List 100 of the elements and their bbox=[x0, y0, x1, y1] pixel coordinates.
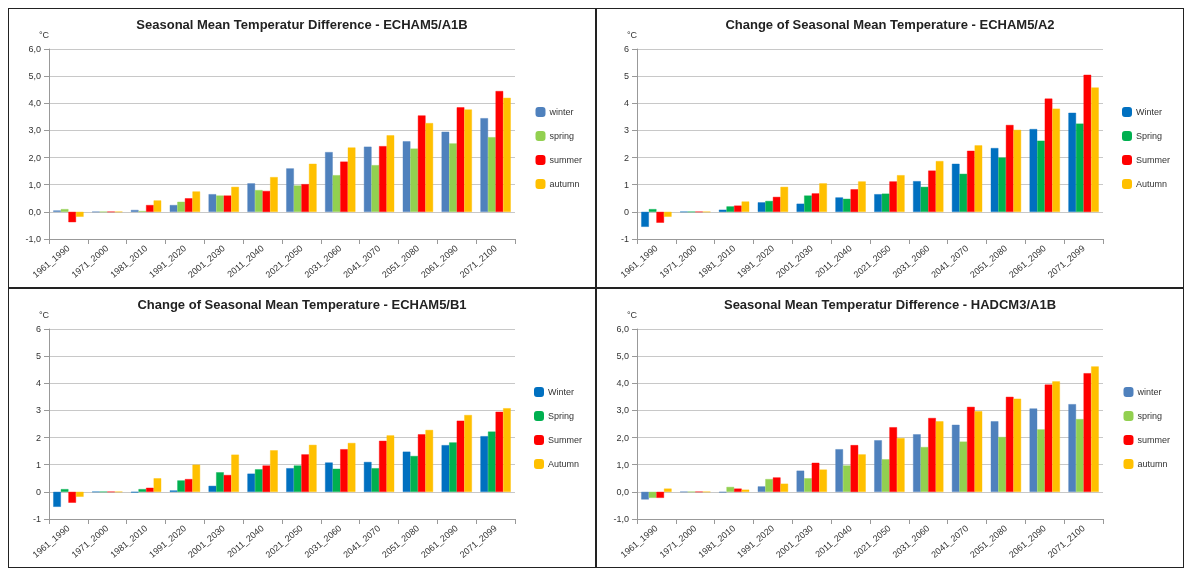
legend-label: summer bbox=[549, 155, 583, 165]
bar bbox=[60, 209, 69, 212]
bar bbox=[286, 468, 294, 492]
legend-label: Summer bbox=[1136, 155, 1171, 165]
bar bbox=[1029, 408, 1038, 492]
bar bbox=[804, 478, 812, 492]
bar bbox=[1052, 108, 1060, 212]
legend-label: Spring bbox=[548, 411, 575, 421]
bar bbox=[449, 442, 457, 492]
y-tick-label: 4,0 bbox=[28, 98, 41, 109]
y-tick-label: -1 bbox=[32, 514, 41, 524]
bar bbox=[308, 444, 317, 492]
bar bbox=[974, 145, 983, 212]
y-tick-label: 6,0 bbox=[28, 44, 41, 54]
bar bbox=[325, 152, 333, 212]
bar bbox=[1091, 87, 1099, 212]
bar bbox=[663, 488, 672, 492]
y-tick-label: 3,0 bbox=[28, 125, 41, 136]
y-tick-label: 2 bbox=[623, 152, 629, 163]
bar bbox=[293, 185, 302, 212]
bar bbox=[216, 472, 224, 492]
y-tick-label: 5,0 bbox=[28, 71, 41, 82]
bar bbox=[402, 141, 411, 212]
y-tick-label: -1,0 bbox=[613, 514, 629, 524]
bar bbox=[503, 97, 511, 212]
bar bbox=[734, 488, 742, 492]
legend-label: summer bbox=[1137, 435, 1171, 445]
bar bbox=[410, 456, 418, 492]
bar bbox=[951, 424, 960, 492]
bar bbox=[425, 429, 434, 492]
bar bbox=[75, 211, 84, 217]
bar bbox=[726, 206, 735, 212]
bar bbox=[920, 447, 929, 492]
bar bbox=[503, 408, 511, 492]
bar bbox=[843, 465, 851, 492]
bar bbox=[417, 115, 426, 212]
bar bbox=[301, 184, 309, 212]
bar bbox=[811, 193, 820, 212]
y-tick-label: 1,0 bbox=[28, 179, 41, 190]
bar bbox=[169, 205, 178, 212]
bar bbox=[1044, 98, 1053, 212]
bar bbox=[1076, 419, 1084, 492]
y-tick-label: 1 bbox=[35, 459, 41, 470]
bar bbox=[223, 195, 232, 212]
bar bbox=[772, 477, 781, 492]
bar bbox=[425, 123, 434, 212]
bar bbox=[874, 440, 882, 492]
bar bbox=[881, 459, 890, 492]
y-tick-label: 1,0 bbox=[616, 459, 629, 470]
bar bbox=[843, 198, 851, 212]
bar bbox=[796, 203, 805, 212]
legend-label: spring bbox=[1137, 411, 1163, 421]
bar bbox=[780, 186, 789, 212]
y-tick-label: 4 bbox=[35, 378, 41, 389]
bar bbox=[386, 435, 395, 492]
bar bbox=[371, 468, 380, 492]
bar bbox=[1091, 366, 1099, 492]
bar bbox=[641, 491, 649, 500]
bar bbox=[935, 161, 944, 212]
bar bbox=[990, 421, 999, 492]
bar bbox=[410, 148, 418, 212]
bar bbox=[858, 454, 866, 492]
bar bbox=[998, 437, 1006, 492]
bar bbox=[656, 491, 664, 498]
bar bbox=[998, 157, 1006, 212]
bar bbox=[347, 443, 356, 492]
chart-title: Seasonal Mean Temperatur Difference - ECHAM5/A1B bbox=[136, 17, 468, 32]
bar bbox=[1037, 429, 1045, 492]
legend-label: Autumn bbox=[548, 459, 580, 469]
y-axis-title: °C bbox=[38, 29, 50, 40]
bar bbox=[146, 487, 154, 492]
bar bbox=[308, 163, 317, 212]
bar bbox=[262, 465, 271, 492]
bar bbox=[858, 181, 866, 212]
bar bbox=[951, 163, 960, 212]
bar bbox=[456, 420, 465, 492]
bar bbox=[255, 469, 263, 492]
bar bbox=[913, 181, 921, 212]
bar bbox=[301, 454, 309, 492]
bar bbox=[184, 198, 193, 212]
bar bbox=[255, 190, 263, 212]
bar bbox=[959, 173, 968, 212]
bar bbox=[68, 211, 76, 223]
bar bbox=[270, 177, 278, 212]
bar bbox=[449, 143, 457, 212]
chart-title: Seasonal Mean Temperatur Difference - HADCM3/A1B bbox=[723, 297, 1057, 312]
y-tick-label: 0 bbox=[623, 206, 629, 217]
legend-label: Spring bbox=[1136, 131, 1163, 141]
bar bbox=[1005, 125, 1014, 212]
bar bbox=[231, 186, 239, 212]
bar bbox=[417, 434, 426, 492]
y-tick-label: 0 bbox=[35, 486, 41, 497]
bar bbox=[177, 201, 185, 212]
bar bbox=[347, 147, 356, 212]
bar bbox=[223, 475, 232, 492]
bar bbox=[1076, 123, 1084, 212]
legend-label: Autumn bbox=[1136, 179, 1168, 189]
bar bbox=[1044, 384, 1053, 492]
y-axis-title: °C bbox=[626, 309, 638, 320]
chart-title: Change of Seasonal Mean Temperature - ECHAM5/A2 bbox=[725, 17, 1055, 32]
